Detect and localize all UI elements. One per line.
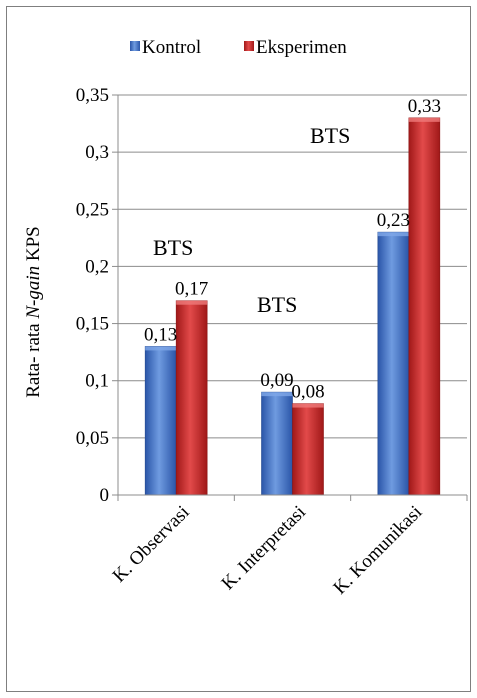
data-label-kontrol-k-interpretasi: 0,09	[260, 370, 293, 391]
bar-kontrol-k-komunikasi	[377, 231, 410, 496]
y-tick-label: 0,35	[76, 85, 109, 106]
bars	[144, 117, 441, 496]
y-tick-label: 0,15	[76, 314, 109, 335]
bar-top-highlight	[145, 346, 177, 351]
bar-chart: Kontrol Eksperimen Rata- rata N-gain KPS…	[23, 37, 468, 599]
y-tick-label: 0,05	[76, 428, 109, 449]
axes	[117, 95, 468, 501]
bar-top-highlight	[377, 232, 409, 237]
category-labels: K. Observasi K. Interpretasi K. Komunikasi	[109, 502, 427, 599]
bar-eksperimen-k-interpretasi	[292, 403, 324, 496]
bar-top-highlight	[176, 300, 208, 305]
bar-eksperimen-k-observasi	[175, 300, 208, 496]
y-tick-label: 0	[100, 485, 110, 506]
legend: Kontrol Eksperimen	[130, 37, 347, 58]
chart-frame: Kontrol Eksperimen Rata- rata N-gain KPS…	[6, 6, 471, 692]
data-label-kontrol-k-observasi: 0,13	[144, 324, 177, 345]
legend-swatch-kontrol	[130, 41, 140, 51]
annotation-bts-observasi: BTS	[153, 235, 193, 260]
annotation-bts-interpretasi: BTS	[257, 292, 297, 317]
bar-kontrol-k-observasi	[144, 346, 177, 496]
data-label-kontrol-k-komunikasi: 0,23	[377, 210, 410, 231]
y-tick-label: 0,1	[85, 371, 109, 392]
annotation-bts-komunikasi: BTS	[310, 123, 350, 148]
data-label-eksperimen-k-observasi: 0,17	[175, 279, 208, 300]
y-tick-label: 0,3	[85, 142, 109, 163]
bar-top-highlight	[292, 403, 324, 408]
y-axis-label: Rata- rata N-gain KPS	[23, 226, 44, 398]
category-label-k-interpretasi: K. Interpretasi	[218, 502, 310, 594]
y-axis-ticks: 0 0,05 0,1 0,15 0,2 0,25 0,3 0,35	[76, 85, 118, 506]
data-label-eksperimen-k-interpretasi: 0,08	[291, 382, 324, 403]
y-tick-label: 0,25	[76, 199, 109, 220]
data-label-eksperimen-k-komunikasi: 0,33	[408, 96, 441, 117]
bar-kontrol-k-interpretasi	[261, 391, 293, 496]
legend-label-eksperimen: Eksperimen	[256, 37, 347, 58]
legend-swatch-eksperimen	[244, 41, 254, 51]
bar-top-highlight	[261, 392, 293, 397]
bar-top-highlight	[408, 117, 440, 122]
data-labels: 0,13 0,17 0,090,08 0,23 0,33	[144, 96, 441, 403]
category-label-k-komunikasi: K. Komunikasi	[329, 502, 426, 599]
legend-label-kontrol: Kontrol	[142, 37, 201, 58]
y-tick-label: 0,2	[85, 256, 109, 277]
bar-eksperimen-k-komunikasi	[408, 117, 441, 496]
category-label-k-observasi: K. Observasi	[109, 502, 194, 587]
